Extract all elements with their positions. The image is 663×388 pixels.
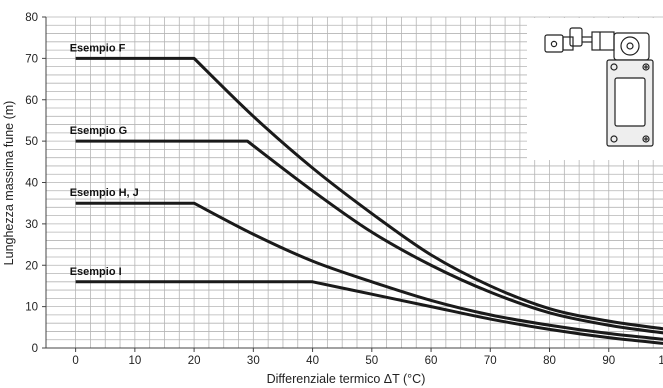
- series-label-2: Esempio G: [70, 125, 127, 137]
- x-tick-label: 0: [72, 355, 78, 367]
- y-tick-label: 70: [25, 53, 38, 65]
- y-tick-label: 60: [25, 95, 38, 107]
- series-lines: [75, 56, 663, 345]
- y-tick-label: 40: [25, 178, 38, 190]
- x-tick-label: 30: [247, 355, 260, 367]
- x-axis-label: Differenziale termico ΔT (°C): [267, 372, 426, 386]
- series-line-1: [75, 56, 663, 331]
- series-labels: Esempio F Esempio G Esempio H, J Esempio I: [70, 42, 139, 277]
- y-tick-label: 50: [25, 136, 38, 148]
- x-tick-label: 10: [128, 355, 141, 367]
- series-line-4: [75, 280, 663, 345]
- switch-illustration: [527, 18, 663, 160]
- y-tick-label: 80: [25, 12, 38, 24]
- y-tick-label: 20: [25, 260, 38, 272]
- x-tick-label: 90: [602, 355, 615, 367]
- series-label-3: Esempio H, J: [70, 187, 139, 199]
- y-tick-label: 10: [25, 302, 38, 314]
- x-tick-label: 60: [425, 355, 438, 367]
- grid: [45, 16, 663, 349]
- cable-pull-switch-icon: [544, 27, 654, 147]
- y-tick-label: 0: [32, 343, 38, 355]
- series-line-2: [75, 139, 663, 335]
- y-axis-label: Lunghezza massima fune (m): [2, 101, 16, 266]
- x-tick-label: 100: [658, 355, 663, 367]
- y-tick-label: 30: [25, 219, 38, 231]
- x-tick-label: 40: [306, 355, 319, 367]
- x-tick-label: 80: [543, 355, 556, 367]
- x-tick-label: 20: [188, 355, 201, 367]
- x-tick-label: 70: [484, 355, 497, 367]
- x-tick-label: 50: [365, 355, 378, 367]
- series-label-4: Esempio I: [70, 266, 122, 278]
- series-line-3: [75, 201, 663, 341]
- series-label-1: Esempio F: [70, 42, 126, 54]
- axis-ticks: 0 10 20 30 40 50 60 70 80 90 100 0 10 20 30 40 50 60 70 80: [25, 12, 663, 367]
